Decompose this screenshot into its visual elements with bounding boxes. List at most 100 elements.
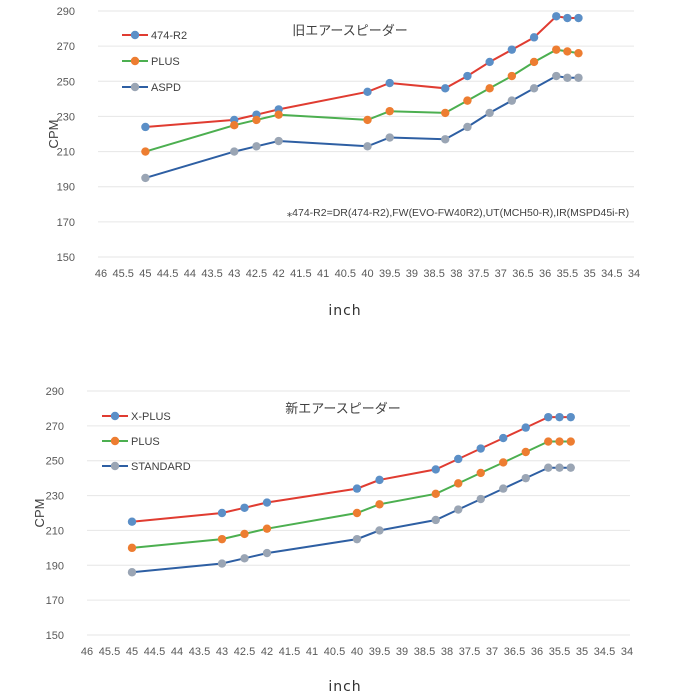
x-tick-label: 35 (583, 268, 595, 280)
y-tick-label: 150 (57, 252, 75, 264)
y-tick-label: 170 (57, 217, 75, 229)
data-point (240, 529, 249, 539)
x-tick-label: 34 (621, 646, 633, 658)
data-point (274, 110, 283, 119)
data-point (385, 133, 394, 142)
x-tick-label: 40.5 (335, 268, 356, 280)
data-point (563, 13, 572, 23)
x-tick-label: 41 (317, 268, 329, 280)
series-line-plus (131, 440, 571, 549)
series-line-x-plus (131, 416, 571, 523)
y-tick-label: 250 (46, 456, 64, 468)
y-axis-label: CPM (46, 120, 61, 149)
data-point (127, 543, 137, 553)
data-point (352, 508, 362, 518)
x-tick-label: 38.5 (423, 268, 444, 280)
data-point (217, 534, 227, 544)
x-tick-label: 46 (81, 646, 93, 658)
data-point (463, 71, 472, 81)
y-tick-label: 230 (46, 491, 64, 503)
x-tick-label: 36.5 (512, 268, 533, 280)
data-point (463, 122, 472, 132)
data-point (485, 108, 494, 118)
legend-item: 474-R2 (122, 30, 187, 42)
data-point (431, 515, 440, 525)
data-point (463, 96, 472, 105)
data-point (262, 524, 272, 533)
x-tick-label: 35.5 (549, 646, 570, 658)
x-tick-label: 44 (171, 646, 183, 658)
data-point (507, 71, 517, 81)
x-tick-label: 45.5 (112, 268, 133, 280)
x-tick-label: 36 (531, 646, 543, 658)
x-tick-label: 43.5 (201, 268, 222, 280)
data-point (476, 468, 485, 478)
x-tick-label: 41.5 (290, 268, 311, 280)
y-tick-label: 270 (46, 421, 64, 433)
x-tick-label: 46 (95, 268, 107, 280)
data-point (529, 57, 539, 67)
data-point (262, 548, 272, 558)
chart-note: ⁎474-R2=DR(474-R2),FW(EVO-FW40R2),UT(MCH… (287, 207, 629, 219)
data-point (544, 463, 553, 472)
chart-new-airspeeder: 290 270 250 230 210 190 170 150 46 45.5 45 44.5 44 43… (32, 386, 633, 695)
data-point (127, 517, 137, 526)
chart-title: 旧エアースピーダー (292, 24, 408, 39)
x-tick-label: 37.5 (459, 646, 480, 658)
x-tick-label: 38.5 (414, 646, 435, 658)
series-line-standard (131, 466, 571, 574)
legend-item: PLUS (122, 56, 180, 68)
data-point (499, 433, 508, 443)
legend-marker (130, 30, 140, 40)
data-point (476, 494, 485, 504)
legend-label: PLUS (151, 56, 180, 68)
x-tick-label: 39 (396, 646, 408, 658)
x-tick-label: 38 (450, 268, 462, 280)
data-point (217, 508, 227, 518)
data-point (363, 142, 372, 151)
y-axis-label: CPM (32, 499, 47, 528)
x-tick-label: 44 (184, 268, 196, 280)
data-point (574, 48, 583, 58)
y-tick-label: 150 (46, 630, 64, 642)
data-point (363, 115, 372, 125)
data-point (507, 96, 517, 105)
x-tick-label: 39.5 (379, 268, 400, 280)
data-point (499, 484, 508, 493)
x-axis-label: inch (328, 679, 361, 695)
x-tick-label: 43 (228, 268, 240, 280)
x-tick-label: 42 (261, 646, 273, 658)
data-point (521, 473, 530, 483)
data-point (476, 444, 485, 453)
data-point (252, 142, 261, 151)
data-point (566, 437, 575, 446)
data-point (274, 136, 283, 146)
data-point (441, 135, 450, 144)
x-tick-label: 44.5 (157, 268, 178, 280)
y-tick-label: 190 (57, 182, 75, 194)
data-point (141, 122, 150, 132)
chart-old-airspeeder: 290 270 250 230 210 190 170 150 46 45.5 45 44.5 44 43… (46, 6, 640, 319)
data-point (555, 412, 564, 422)
x-tick-label: 45.5 (99, 646, 120, 658)
x-tick-label: 39 (406, 268, 418, 280)
legend-item: X-PLUS (102, 411, 171, 423)
data-point (431, 465, 440, 474)
data-point (521, 423, 530, 432)
data-point (385, 106, 394, 116)
x-tick-label: 36.5 (504, 646, 525, 658)
x-tick-label: 38 (441, 646, 453, 658)
x-tick-label: 34.5 (601, 268, 622, 280)
data-point (566, 412, 575, 422)
data-point (544, 437, 553, 446)
x-tick-label: 37 (495, 268, 507, 280)
legend-item: STANDARD (102, 461, 191, 473)
data-point (363, 87, 372, 97)
chart-title: 新エアースピーダー (285, 401, 401, 417)
data-point (499, 458, 508, 467)
data-point (485, 84, 494, 93)
x-tick-label: 40.5 (324, 646, 345, 658)
data-point (230, 121, 239, 130)
x-tick-label: 34.5 (594, 646, 615, 658)
data-point (375, 500, 384, 509)
